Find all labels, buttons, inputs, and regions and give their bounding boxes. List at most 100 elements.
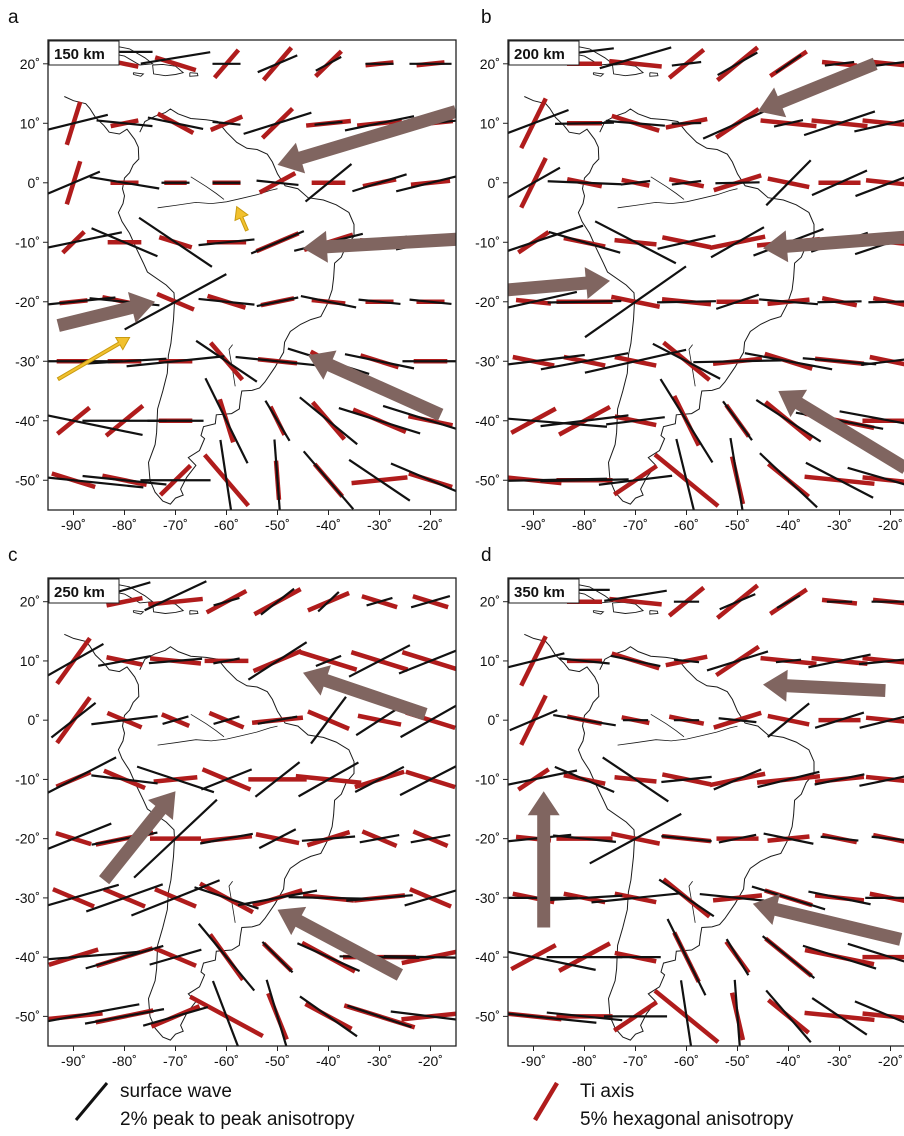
river	[228, 881, 236, 923]
surface-wave-bar	[383, 955, 456, 959]
surface-wave-bar	[148, 657, 203, 665]
surface-wave-bar	[260, 587, 295, 616]
surface-wave-bar	[715, 181, 760, 185]
river	[688, 344, 696, 387]
surface-wave-bar	[48, 414, 143, 437]
depth-label: 200 km	[514, 46, 565, 63]
map-background	[48, 40, 456, 510]
surface-wave-bar	[149, 948, 202, 966]
y-tick-label: -40˚	[15, 413, 40, 429]
surface-wave-bar	[213, 657, 240, 665]
mantle-flow-arrow	[303, 665, 428, 721]
surface-wave-bar	[301, 835, 356, 842]
legend: surface wave 2% peak to peak anisotropy …	[74, 1081, 794, 1130]
surface-wave-bar	[671, 60, 702, 67]
surface-wave-bar	[243, 111, 312, 135]
surface-wave-bar	[659, 378, 714, 464]
surface-wave-bar	[599, 46, 672, 70]
surface-wave-bar	[805, 461, 874, 499]
surface-wave-bar	[126, 355, 225, 368]
surface-wave-bar	[540, 414, 629, 428]
surface-wave-bar	[399, 764, 456, 797]
x-tick-label: -40˚	[776, 517, 801, 533]
y-tick-label: -10˚	[15, 771, 40, 787]
river	[190, 176, 225, 200]
surface-wave-bar	[661, 835, 712, 843]
surface-wave-bar	[675, 438, 695, 510]
surface-wave-bar	[358, 298, 401, 306]
surface-wave-bar	[198, 297, 255, 306]
y-tick-label: 0˚	[28, 712, 40, 728]
island-outline	[592, 610, 605, 615]
x-tick-label: -60˚	[214, 1053, 239, 1069]
surface-wave-bar	[547, 180, 622, 186]
surface-wave-bar	[602, 756, 669, 803]
surface-wave-bar	[247, 641, 308, 681]
surface-wave-bar	[237, 889, 318, 907]
surface-wave-bar	[763, 832, 814, 845]
surface-wave-bar	[868, 300, 904, 304]
surface-wave-bar	[254, 761, 301, 798]
surface-wave-bar	[409, 298, 452, 306]
surface-wave-bar	[48, 1003, 140, 1023]
surface-wave-bar	[82, 474, 167, 486]
map-frame	[507, 577, 904, 1047]
y-tick-label: 10˚	[20, 115, 40, 131]
map-panel-c: c 250 km -90˚ -80˚ -70˚ -60˚ -50˚ -40˚ -30˚ -20˚ 2…	[8, 545, 457, 1069]
river	[650, 176, 685, 200]
surface-wave-bar	[508, 290, 578, 309]
surface-wave-bar	[48, 476, 144, 489]
surface-wave-bar	[257, 715, 298, 725]
ti-axis-legend-sublabel: 5% hexagonal anisotropy	[580, 1109, 794, 1130]
x-tick-label: -90˚	[521, 517, 546, 533]
surface-wave-bar	[584, 265, 687, 339]
surface-wave-bar	[91, 774, 158, 785]
surface-wave-bar	[718, 717, 757, 724]
surface-wave-bar	[715, 293, 760, 310]
surface-wave-bar	[304, 163, 353, 203]
surface-wave-bar	[765, 159, 812, 207]
surface-wave-bar	[808, 653, 871, 669]
river	[228, 344, 236, 387]
surface-wave-bar	[299, 995, 358, 1038]
x-tick-label: -30˚	[367, 1053, 392, 1069]
surface-wave-bar	[702, 106, 773, 140]
surface-wave-bar	[859, 775, 904, 787]
surface-wave-bar	[48, 643, 104, 677]
surface-wave-bar	[352, 173, 407, 193]
surface-wave-bar	[257, 54, 298, 74]
surface-wave-bar	[213, 715, 240, 725]
panel-letter: a	[8, 7, 19, 28]
y-tick-label: 20˚	[20, 594, 40, 610]
surface-wave-bar	[235, 355, 320, 367]
x-tick-label: -80˚	[112, 1053, 137, 1069]
surface-wave-bar	[382, 404, 456, 430]
surface-wave-bar	[142, 1005, 209, 1027]
ti-axis-legend-label: Ti axis	[580, 1081, 634, 1102]
surface-wave-bar	[854, 1000, 904, 1024]
surface-wave-legend-sublabel: 2% peak to peak anisotropy	[120, 1109, 355, 1130]
surface-wave-bar	[212, 120, 241, 126]
surface-wave-bar	[811, 169, 868, 197]
surface-wave-bar	[508, 166, 561, 199]
surface-wave-bar	[765, 989, 812, 1044]
x-tick-label: -80˚	[112, 517, 137, 533]
surface-wave-bar	[657, 300, 716, 304]
surface-wave-bar	[48, 756, 117, 794]
surface-wave-bar	[871, 835, 904, 842]
surface-wave-bar	[366, 596, 393, 607]
y-tick-label: 10˚	[20, 653, 40, 669]
surface-wave-bar	[854, 119, 904, 133]
surface-wave-bar	[508, 769, 578, 786]
surface-wave-bar	[666, 918, 707, 996]
x-tick-label: -60˚	[674, 1053, 699, 1069]
surface-wave-bar	[620, 179, 651, 186]
ti-axis-bar	[609, 596, 662, 607]
surface-wave-bar	[671, 179, 702, 186]
surface-wave-bar	[658, 878, 715, 918]
mantle-flow-arrow	[763, 230, 904, 263]
surface-wave-bar	[717, 51, 758, 77]
map-frame	[47, 39, 457, 511]
surface-wave-bar	[767, 702, 810, 738]
